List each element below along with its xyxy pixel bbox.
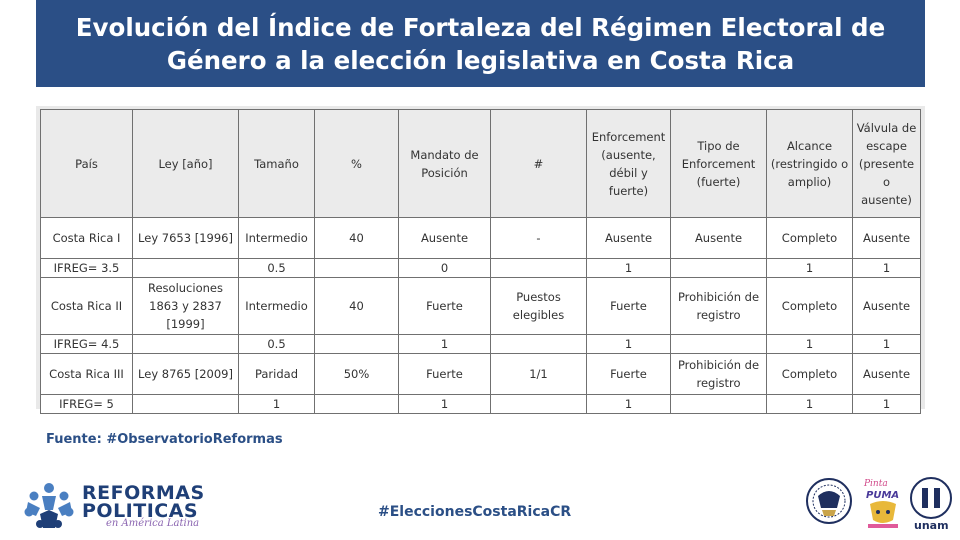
cell-alcance: Completo [766,353,853,395]
header-valvula: Válvula de escape (presente o ausente) [852,109,921,218]
cell-num: - [490,217,587,259]
iij-unam-logo: unam [910,477,952,532]
table-panel: País Ley [año] Tamaño % Mandato de Posic… [36,106,925,414]
pinta-puma-logo: Pinta PUMA [863,479,899,528]
people-circle-icon [24,483,74,528]
cell-pct: 40 [314,277,399,335]
table-row: Costa Rica III Ley 8765 [2009] Paridad 5… [40,353,921,395]
cell-ifreg: IFREG= 4.5 [40,334,133,354]
cell-ley: Ley 8765 [2009] [132,353,239,395]
cell-tipo: Prohibición de registro [670,353,767,395]
slide-title: Evolución del Índice de Fortaleza del Ré… [51,11,911,77]
header-pais: País [40,109,133,218]
cell-tamano: Intermedio [238,277,315,335]
reformas-politicas-logo: REFORMAS POLITICAS en América Latina [20,478,220,534]
unam-logo-text: unam [914,519,949,532]
cell-score-enforcement: 1 [586,258,671,278]
cell-score-alcance: 1 [766,394,853,414]
cell-tipo: Ausente [670,217,767,259]
cell-score-tamano: 1 [238,394,315,414]
cell-score-valvula: 1 [852,394,921,414]
header-ley: Ley [año] [132,109,239,218]
cell-score-num [490,334,587,354]
cell-score-valvula: 1 [852,334,921,354]
cell-mandato: Fuerte [398,277,491,335]
score-row: IFREG= 3.5 0.5 0 1 1 1 [40,258,921,278]
cell-score-tamano: 0.5 [238,258,315,278]
cell-score-alcance: 1 [766,334,853,354]
cell-ifreg: IFREG= 3.5 [40,258,133,278]
cell-score-tipo [670,258,767,278]
cell-enforcement: Fuerte [586,353,671,395]
reformas-logo-line1: REFORMAS [82,482,205,504]
cell-score-ley [132,334,239,354]
cell-score-mandato: 1 [398,334,491,354]
header-enforcement: Enforcement (ausente, débil y fuerte) [586,109,671,218]
cell-alcance: Completo [766,217,853,259]
cell-ley: Ley 7653 [1996] [132,217,239,259]
header-num: # [490,109,587,218]
cell-enforcement: Fuerte [586,277,671,335]
cell-pct: 50% [314,353,399,395]
score-row: IFREG= 5 1 1 1 1 1 [40,394,921,414]
slide-title-line1: Evolución del Índice de Fortaleza del Ré… [75,12,886,42]
cell-score-alcance: 1 [766,258,853,278]
cell-valvula: Ausente [852,353,921,395]
cell-enforcement: Ausente [586,217,671,259]
source-note: Fuente: #ObservatorioReformas [46,432,283,447]
hashtag-text: #EleccionesCostaRicaCR [378,504,572,520]
reformas-logo-line2: POLITICAS [82,500,199,522]
cell-score-ley [132,394,239,414]
reformas-logo-line3: en América Latina [106,518,200,529]
slide-title-line2: Género a la elección legislativa en Cost… [166,45,795,75]
cell-mandato: Fuerte [398,353,491,395]
cell-score-pct [314,394,399,414]
cell-tamano: Intermedio [238,217,315,259]
header-pct: % [314,109,399,218]
cell-score-tipo [670,334,767,354]
cell-score-pct [314,334,399,354]
header-mandato: Mandato de Posición [398,109,491,218]
header-alcance: Alcance (restringido o amplio) [766,109,853,218]
cell-score-ley [132,258,239,278]
puma-logo-text: Pinta [863,479,888,489]
unam-seal-logo [806,478,852,524]
cell-pais: Costa Rica II [40,277,133,335]
title-banner: Evolución del Índice de Fortaleza del Ré… [36,0,925,87]
ifreg-table: País Ley [año] Tamaño % Mandato de Posic… [40,109,921,414]
cell-mandato: Ausente [398,217,491,259]
puma-logo-text2: PUMA [866,490,899,501]
table-row: Costa Rica I Ley 7653 [1996] Intermedio … [40,217,921,259]
cell-score-num [490,394,587,414]
header-tipo: Tipo de Enforcement (fuerte) [670,109,767,218]
cell-tamano: Paridad [238,353,315,395]
score-row: IFREG= 4.5 0.5 1 1 1 1 [40,334,921,354]
cell-num: 1/1 [490,353,587,395]
cell-pais: Costa Rica III [40,353,133,395]
cell-tipo: Prohibición de registro [670,277,767,335]
cell-num: Puestos elegibles [490,277,587,335]
cell-score-mandato: 1 [398,394,491,414]
cell-ley: Resoluciones 1863 y 2837 [1999] [132,277,239,335]
cell-score-tamano: 0.5 [238,334,315,354]
cell-ifreg: IFREG= 5 [40,394,133,414]
partner-logos: Pinta PUMA unam [804,474,954,534]
cell-valvula: Ausente [852,277,921,335]
cell-score-valvula: 1 [852,258,921,278]
table-row: Costa Rica II Resoluciones 1863 y 2837 [… [40,277,921,335]
cell-score-pct [314,258,399,278]
cell-pct: 40 [314,217,399,259]
cell-score-mandato: 0 [398,258,491,278]
cell-alcance: Completo [766,277,853,335]
cell-pais: Costa Rica I [40,217,133,259]
cell-score-enforcement: 1 [586,394,671,414]
header-tamano: Tamaño [238,109,315,218]
cell-score-enforcement: 1 [586,334,671,354]
table-header-row: País Ley [año] Tamaño % Mandato de Posic… [40,109,921,218]
cell-score-num [490,258,587,278]
cell-valvula: Ausente [852,217,921,259]
cell-score-tipo [670,394,767,414]
